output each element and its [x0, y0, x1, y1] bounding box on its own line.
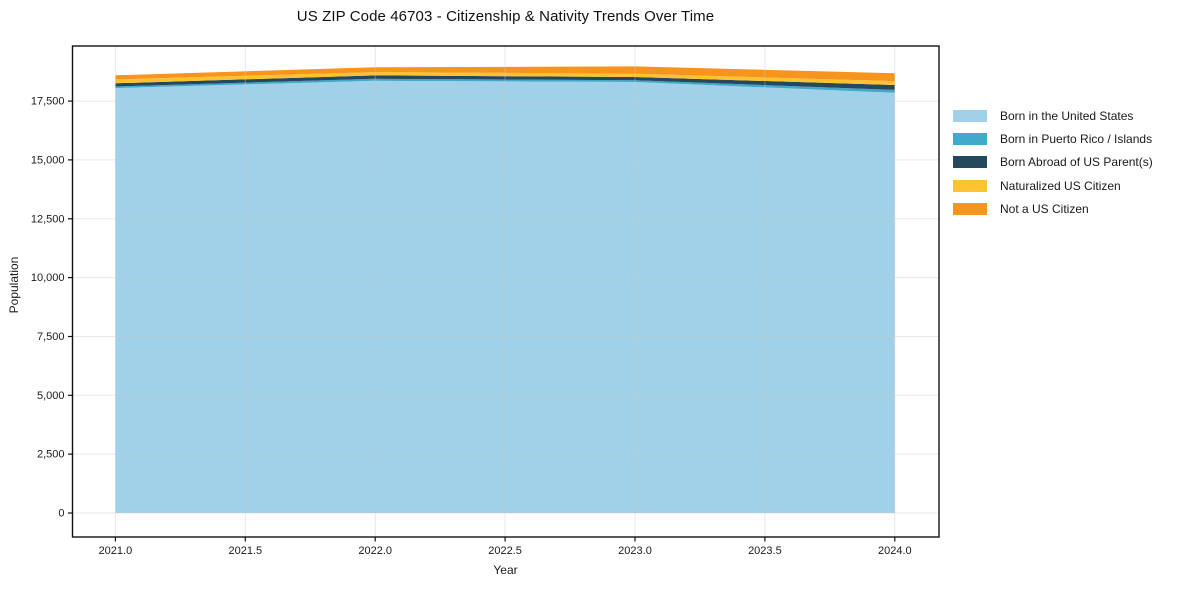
- x-tick-label-2022.0: 2022.0: [358, 545, 392, 557]
- legend-swatch-born-in-the-united-states: [953, 109, 987, 122]
- y-tick-label-12,500: 12,500: [31, 213, 65, 225]
- legend-item-born-in-puerto-rico-islands: Born in Puerto Rico / Islands: [953, 127, 1153, 150]
- x-tick-label-2023.5: 2023.5: [748, 545, 782, 557]
- legend-item-not-a-us-citizen: Not a US Citizen: [953, 198, 1153, 221]
- chart-title: US ZIP Code 46703 - Citizenship & Nativi…: [296, 8, 715, 25]
- legend-swatch-naturalized-us-citizen: [953, 179, 987, 192]
- x-tick-label-2022.5: 2022.5: [488, 545, 522, 557]
- legend-item-naturalized-us-citizen: Naturalized US Citizen: [953, 174, 1153, 197]
- y-tick-label-0: 0: [58, 508, 64, 520]
- y-tick-label-17,500: 17,500: [31, 96, 65, 108]
- legend-item-born-in-the-united-states: Born in the United States: [953, 104, 1153, 127]
- plot-frame: [71, 45, 940, 538]
- legend-swatch-not-a-us-citizen: [953, 203, 987, 216]
- x-tick-label-2024.0: 2024.0: [878, 545, 912, 557]
- y-tick-label-2,500: 2,500: [37, 449, 65, 461]
- legend: Born in the United States Born in Puerto …: [953, 104, 1153, 221]
- legend-label-naturalized-us-citizen: Naturalized US Citizen: [1000, 178, 1121, 193]
- x-tick-label-2021.5: 2021.5: [228, 545, 262, 557]
- area-naturalized-us-citizen: [115, 72, 895, 85]
- x-axis-label: Year: [493, 563, 518, 577]
- y-tick-label-5,000: 5,000: [37, 390, 65, 402]
- y-axis-label: Population: [7, 256, 21, 314]
- legend-swatch-born-abroad-of-us-parent-s: [953, 156, 987, 169]
- legend-swatch-born-in-puerto-rico-islands: [953, 133, 987, 146]
- legend-item-born-abroad-of-us-parent-s: Born Abroad of US Parent(s): [953, 151, 1153, 174]
- y-tick-label-7,500: 7,500: [37, 331, 65, 343]
- area-not-a-us-citizen: [115, 66, 895, 82]
- x-tick-label-2021.0: 2021.0: [99, 545, 133, 557]
- y-tick-label-10,000: 10,000: [31, 272, 65, 284]
- legend-label-born-in-puerto-rico-islands: Born in Puerto Rico / Islands: [1000, 132, 1153, 147]
- x-tick-label-2023.0: 2023.0: [618, 545, 652, 557]
- y-tick-label-15,000: 15,000: [31, 155, 65, 167]
- legend-label-not-a-us-citizen: Not a US Citizen: [1000, 202, 1089, 217]
- area-born-in-the-united-states: [115, 80, 895, 514]
- area-born-abroad-of-us-parent-s: [115, 75, 895, 90]
- area-born-in-puerto-rico-islands: [115, 78, 895, 93]
- legend-label-born-abroad-of-us-parent-s: Born Abroad of US Parent(s): [1000, 155, 1153, 170]
- legend-label-born-in-the-united-states: Born in the United States: [1000, 108, 1134, 123]
